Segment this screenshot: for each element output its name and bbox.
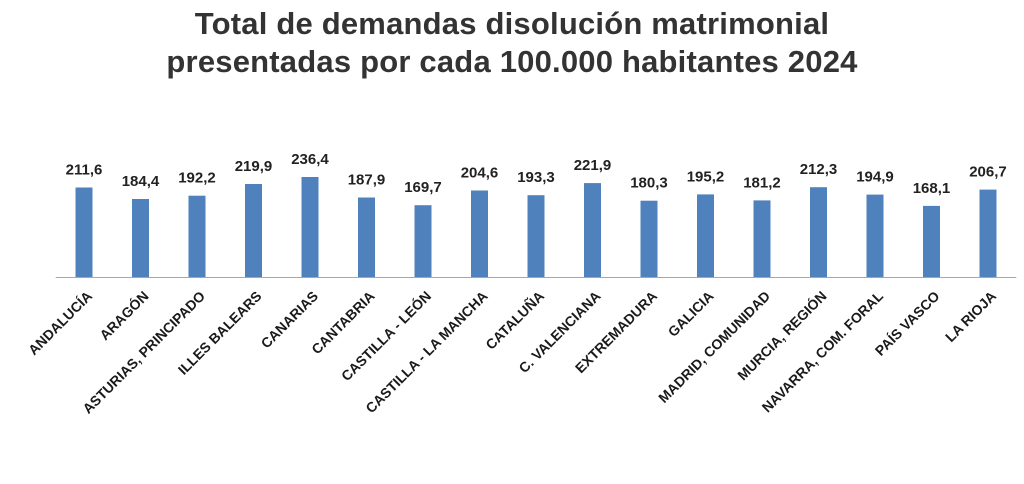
data-label: 192,2 (178, 170, 216, 187)
bar (697, 194, 714, 277)
bar (358, 197, 375, 277)
bar (810, 187, 827, 277)
data-label: 206,7 (969, 164, 1007, 181)
data-label: 204,6 (461, 165, 499, 182)
data-label: 195,2 (687, 168, 725, 185)
data-label: 180,3 (630, 175, 668, 192)
bar (923, 205, 940, 277)
bar (75, 187, 93, 277)
bar (584, 183, 601, 277)
chart-title-line-2: presentadas por cada 100.000 habitantes … (166, 44, 858, 79)
data-label: 193,3 (517, 169, 555, 186)
bar (188, 195, 206, 277)
bar (132, 199, 149, 277)
bar (640, 200, 658, 277)
data-label: 221,9 (574, 157, 612, 174)
bar (414, 205, 432, 277)
category-label: MADRID, COMUNIDAD (655, 288, 773, 406)
chart-title-line-1: Total de demandas disolución matrimonial (194, 6, 830, 41)
bar (753, 200, 771, 277)
category-label: GALICIA (665, 288, 717, 340)
bar (979, 189, 997, 277)
category-label: NAVARRA, COM. FORAL (759, 287, 887, 415)
data-label: 169,7 (404, 179, 442, 196)
category-label: LA RIOJA (942, 288, 999, 345)
data-label: 181,2 (743, 174, 781, 191)
bar (527, 195, 545, 277)
data-label: 236,4 (291, 151, 329, 168)
data-label: 212,3 (800, 161, 838, 178)
data-label: 219,9 (235, 158, 273, 175)
data-label: 168,1 (913, 180, 951, 197)
bar (471, 190, 488, 277)
bar (301, 177, 319, 277)
data-label: 187,9 (348, 172, 386, 189)
data-label: 194,9 (856, 169, 894, 186)
bar (866, 194, 884, 277)
data-label: 211,6 (66, 162, 103, 179)
category-label: ANDALUCÍA (25, 288, 95, 358)
category-label: ARAGÓN (96, 287, 152, 343)
category-label: CASTILLA - LA MANCHA (362, 288, 490, 416)
bar (245, 184, 262, 277)
data-label: 184,4 (122, 173, 160, 190)
